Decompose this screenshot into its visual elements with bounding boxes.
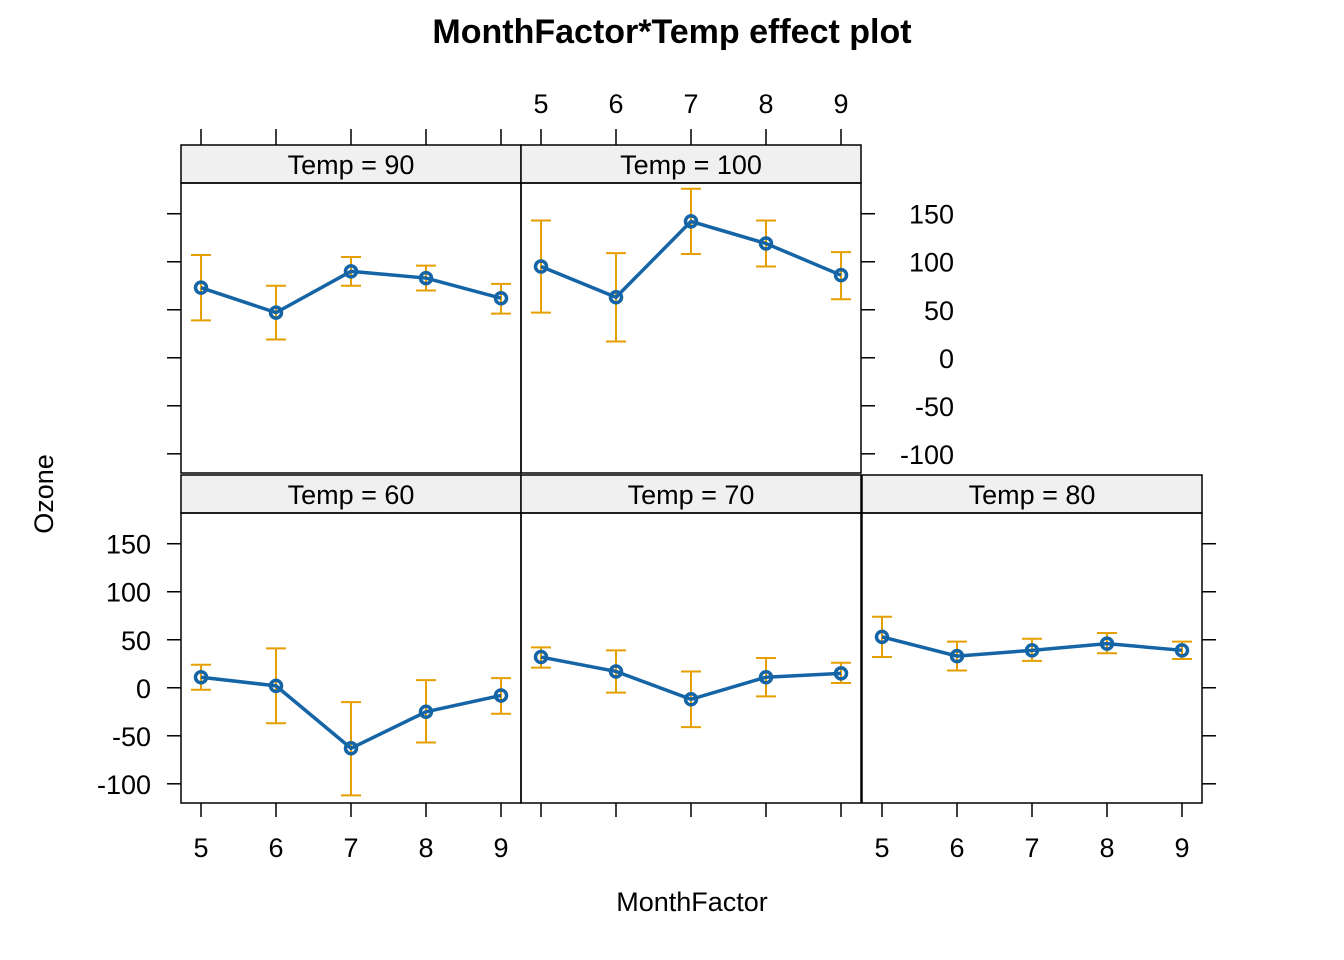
- x-tick-label: 9: [1174, 833, 1189, 863]
- data-point: [533, 649, 549, 665]
- y-tick-label: 50: [121, 626, 151, 656]
- data-point: [418, 270, 434, 286]
- panel-frame: [520, 512, 862, 804]
- y-tick-label: -50: [112, 722, 151, 752]
- panel-frame: [180, 182, 522, 474]
- panel-3: Temp = 70: [520, 474, 862, 804]
- data-point: [343, 741, 359, 756]
- panel-4: Temp = 80: [861, 474, 1203, 804]
- panel-strip: [180, 144, 522, 184]
- panel-strip: [520, 144, 862, 184]
- panel-1: Temp = 100: [520, 144, 862, 474]
- data-point: [193, 280, 209, 295]
- y-tick-label: 150: [106, 530, 151, 560]
- data-point: [493, 290, 509, 306]
- panel-strip: [861, 474, 1203, 514]
- data-point: [949, 648, 965, 664]
- x-tick-label: 9: [833, 89, 848, 119]
- x-tick-label: 9: [493, 833, 508, 863]
- data-point: [1174, 643, 1190, 658]
- data-point: [758, 236, 774, 251]
- y-tick-label: 0: [939, 344, 954, 374]
- x-tick-label: 5: [193, 833, 208, 863]
- data-point: [1099, 636, 1115, 651]
- x-tick-label: 5: [874, 833, 889, 863]
- x-tick-label: 5: [533, 89, 548, 119]
- x-tick-label: 8: [758, 89, 773, 119]
- y-tick-label: 50: [924, 296, 954, 326]
- series-line: [540, 219, 842, 300]
- panel-2: Temp = 60: [180, 474, 522, 804]
- series-line: [540, 655, 842, 702]
- data-point: [1024, 643, 1040, 658]
- data-point: [608, 290, 624, 305]
- series-line: [881, 635, 1183, 658]
- x-tick-label: 6: [608, 89, 623, 119]
- y-tick-label: -50: [915, 392, 954, 422]
- y-tick-label: 100: [909, 248, 954, 278]
- y-tick-label: 100: [106, 578, 151, 608]
- x-axis-label: MonthFactor: [616, 887, 768, 917]
- panel-strip: [520, 474, 862, 514]
- panel-strip-label: Temp = 80: [969, 480, 1096, 510]
- panel-strip: [180, 474, 522, 514]
- panel-strip-label: Temp = 100: [620, 150, 762, 180]
- data-point: [683, 692, 699, 707]
- y-tick-label: -100: [900, 440, 954, 470]
- panel-0: Temp = 90: [180, 144, 522, 474]
- data-point: [833, 666, 849, 681]
- y-tick-label: -100: [97, 770, 151, 800]
- x-tick-label: 6: [268, 833, 283, 863]
- panel-frame: [520, 182, 862, 474]
- x-tick-label: 7: [683, 89, 698, 119]
- y-axis-label: Ozone: [29, 454, 59, 534]
- panel-strip-label: Temp = 60: [288, 480, 415, 510]
- data-point: [874, 629, 890, 645]
- data-point: [833, 267, 849, 283]
- panel-strip-label: Temp = 70: [628, 480, 755, 510]
- data-point: [608, 664, 624, 679]
- panels-group: Temp = 90 Temp = 100 Temp = 60 Temp = 70 Tem…: [97, 89, 1216, 863]
- x-tick-label: 7: [1024, 833, 1039, 863]
- data-point: [493, 688, 509, 703]
- data-point: [418, 704, 434, 720]
- data-point: [758, 669, 774, 685]
- panel-strip-label: Temp = 90: [288, 150, 415, 180]
- data-point: [193, 669, 209, 685]
- data-point: [268, 305, 284, 320]
- x-tick-label: 7: [343, 833, 358, 863]
- x-tick-label: 8: [418, 833, 433, 863]
- x-tick-label: 8: [1099, 833, 1114, 863]
- chart-title: MonthFactor*Temp effect plot: [432, 13, 911, 51]
- y-tick-label: 150: [909, 200, 954, 230]
- data-point: [343, 264, 359, 279]
- series-line: [200, 675, 502, 751]
- data-point: [268, 678, 284, 694]
- data-point: [683, 214, 699, 229]
- y-tick-label: 0: [136, 674, 151, 704]
- data-point: [533, 259, 549, 274]
- x-tick-label: 6: [949, 833, 964, 863]
- series-line: [200, 269, 502, 315]
